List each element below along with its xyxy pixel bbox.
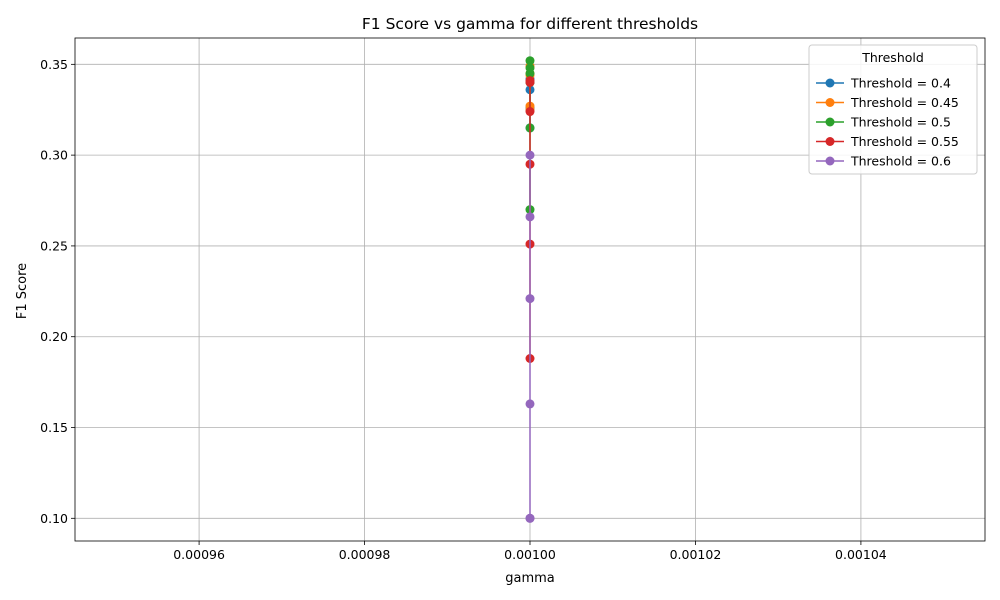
x-axis-ticks: 0.00096 0.00098 0.00100 0.00102 0.00104 [173, 541, 887, 562]
legend-marker [825, 117, 835, 127]
y-axis-label: F1 Score [15, 263, 30, 319]
y-axis-ticks: 0.10 0.15 0.20 0.25 0.30 0.35 [40, 57, 75, 526]
series-5 [525, 150, 535, 523]
data-point [525, 294, 535, 304]
data-point [525, 56, 535, 66]
legend-label: Threshold = 0.55 [850, 134, 959, 149]
data-point [525, 68, 535, 78]
x-tick-label: 0.00104 [835, 547, 887, 562]
x-axis-label: gamma [505, 571, 555, 586]
x-tick-label: 0.00098 [339, 547, 391, 562]
legend-entries: Threshold = 0.4 Threshold = 0.45 Threshold… [816, 76, 959, 169]
x-tick-label: 0.00102 [670, 547, 722, 562]
data-point [525, 513, 535, 523]
legend-box [808, 44, 978, 175]
legend-entry: Threshold = 0.5 [816, 115, 951, 130]
legend-marker [825, 78, 835, 88]
data-point [525, 399, 535, 409]
legend-entry: Threshold = 0.4 [816, 76, 951, 91]
chart-title: F1 Score vs gamma for different threshol… [362, 15, 698, 33]
series-layer [525, 56, 535, 523]
legend-label: Threshold = 0.6 [850, 154, 951, 169]
y-tick-label: 0.10 [40, 511, 68, 526]
legend-entry: Threshold = 0.55 [816, 134, 959, 149]
y-tick-label: 0.30 [40, 148, 68, 163]
y-tick-label: 0.15 [40, 420, 68, 435]
legend-label: Threshold = 0.5 [850, 115, 951, 130]
data-point [525, 76, 535, 86]
y-tick-label: 0.25 [40, 238, 68, 253]
legend-marker [825, 156, 835, 166]
data-point [525, 212, 535, 222]
x-tick-label: 0.00100 [504, 547, 556, 562]
legend-label: Threshold = 0.4 [850, 76, 951, 91]
data-point [525, 107, 535, 117]
legend-title: Threshold [861, 50, 924, 65]
legend-label: Threshold = 0.45 [850, 95, 959, 110]
data-point [525, 150, 535, 160]
y-tick-label: 0.35 [40, 57, 68, 72]
legend-entry: Threshold = 0.6 [816, 154, 951, 169]
legend-marker [825, 137, 835, 146]
x-tick-label: 0.00096 [173, 547, 225, 562]
legend-marker [825, 98, 835, 107]
y-tick-label: 0.20 [40, 329, 68, 344]
legend-entry: Threshold = 0.45 [816, 95, 959, 110]
